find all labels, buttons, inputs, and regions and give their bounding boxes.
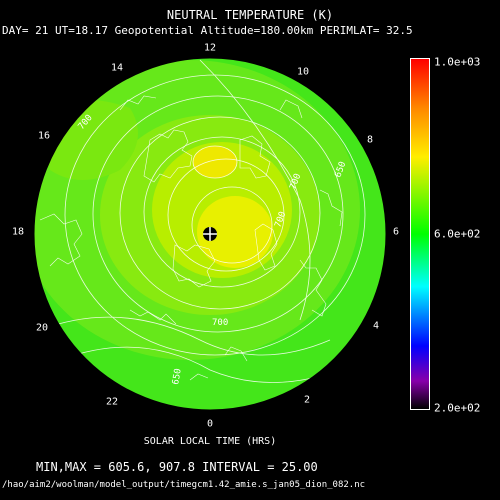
polar-plot: 700 700 700 650 700 650 bbox=[33, 57, 387, 411]
x-axis-label: SOLAR LOCAL TIME (HRS) bbox=[143, 436, 277, 447]
hour-label-10: 10 bbox=[296, 66, 310, 78]
plot-title: NEUTRAL TEMPERATURE (K) bbox=[166, 8, 334, 22]
field-region-peak bbox=[193, 146, 237, 178]
contour-label: 700 bbox=[212, 318, 228, 328]
colorbar-mid-label: 6.0e+02 bbox=[434, 227, 481, 241]
contour-lines bbox=[39, 59, 366, 383]
hour-label-8: 8 bbox=[366, 134, 374, 146]
hour-label-4: 4 bbox=[372, 320, 380, 332]
hour-label-6: 6 bbox=[392, 226, 400, 238]
colorbar bbox=[410, 58, 430, 410]
hour-label-22: 22 bbox=[105, 396, 119, 408]
disc-outline bbox=[33, 57, 387, 411]
field-region-hot bbox=[197, 196, 273, 268]
hour-label-2: 2 bbox=[303, 394, 311, 406]
colorbar-max-label: 1.0e+03 bbox=[434, 55, 481, 69]
hour-label-0: 0 bbox=[206, 418, 214, 430]
file-path: /hao/aim2/woolman/model_output/timegcm1.… bbox=[2, 480, 366, 490]
hour-label-18: 18 bbox=[11, 226, 25, 238]
coastlines bbox=[39, 95, 343, 381]
colorbar-min-label: 2.0e+02 bbox=[434, 401, 481, 415]
minmax-readout: MIN,MAX = 605.6, 907.8 INTERVAL = 25.00 bbox=[36, 460, 318, 474]
pole-marker bbox=[203, 227, 217, 241]
hour-label-20: 20 bbox=[35, 322, 49, 334]
hour-label-16: 16 bbox=[37, 130, 51, 142]
hour-label-14: 14 bbox=[110, 62, 124, 74]
plot-subtitle: DAY= 21 UT=18.17 Geopotential Altitude=1… bbox=[2, 24, 413, 37]
hour-label-12: 12 bbox=[203, 42, 217, 54]
contour-label: 650 bbox=[171, 368, 184, 386]
